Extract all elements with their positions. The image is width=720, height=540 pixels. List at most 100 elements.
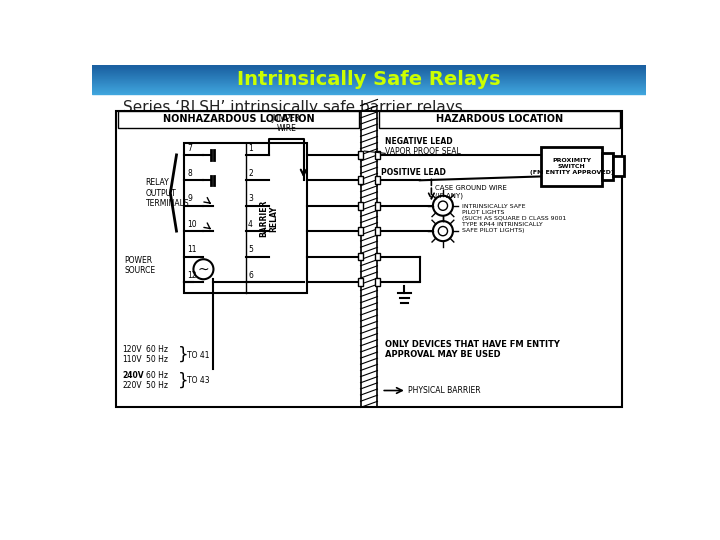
Bar — [613, 157, 624, 177]
Bar — [92, 65, 647, 66]
Text: 60 Hz: 60 Hz — [145, 370, 168, 380]
Text: 10: 10 — [187, 220, 197, 229]
Text: HAZARDOUS LOCATION: HAZARDOUS LOCATION — [436, 114, 563, 125]
Text: 5: 5 — [248, 245, 253, 254]
Text: }: } — [178, 372, 189, 389]
Text: 120V: 120V — [122, 345, 143, 354]
Bar — [92, 91, 647, 92]
Text: 240V: 240V — [122, 370, 144, 380]
Bar — [375, 253, 379, 260]
Bar — [92, 89, 647, 90]
Bar — [92, 78, 647, 79]
Text: 4: 4 — [248, 220, 253, 229]
Bar — [92, 66, 647, 67]
Text: JUMPER
WIRE: JUMPER WIRE — [271, 114, 301, 133]
Bar — [92, 75, 647, 76]
Bar — [375, 202, 379, 210]
Bar — [92, 71, 647, 72]
Bar — [92, 68, 647, 69]
Bar — [118, 111, 359, 128]
Text: 6: 6 — [248, 271, 253, 280]
Bar — [92, 86, 647, 87]
Text: 50 Hz: 50 Hz — [145, 355, 168, 364]
Bar — [375, 177, 379, 184]
Bar — [541, 147, 603, 186]
Circle shape — [438, 201, 448, 211]
Text: BARRIER
RELAY: BARRIER RELAY — [259, 200, 279, 237]
Text: VAPOR PROOF SEAL: VAPOR PROOF SEAL — [385, 146, 461, 156]
Bar — [92, 85, 647, 86]
Bar — [92, 79, 647, 80]
Circle shape — [433, 195, 453, 215]
Text: POWER
SOURCE: POWER SOURCE — [124, 255, 156, 275]
Text: ~: ~ — [197, 262, 210, 276]
Bar — [92, 84, 647, 85]
Text: }: } — [178, 346, 189, 364]
Bar — [92, 88, 647, 89]
Text: 220V: 220V — [122, 381, 143, 390]
Text: 50 Hz: 50 Hz — [145, 381, 168, 390]
Bar — [184, 143, 307, 294]
Bar — [92, 67, 647, 68]
Text: 110V: 110V — [122, 355, 143, 364]
Bar — [92, 64, 647, 65]
Bar — [92, 80, 647, 81]
Text: 3: 3 — [248, 194, 253, 204]
Bar — [375, 151, 379, 159]
Text: 8: 8 — [187, 169, 192, 178]
Text: 60 Hz: 60 Hz — [145, 345, 168, 354]
Bar — [359, 202, 363, 210]
Bar — [92, 84, 647, 85]
Bar — [92, 79, 647, 80]
Bar — [92, 83, 647, 84]
Circle shape — [194, 259, 213, 279]
Bar — [359, 151, 363, 159]
Text: Series ‘RLSH’ intrinsically safe barrier relays: Series ‘RLSH’ intrinsically safe barrier… — [122, 100, 462, 116]
Text: RELAY
OUTPUT
TERMINALS: RELAY OUTPUT TERMINALS — [145, 178, 189, 208]
Bar — [92, 70, 647, 71]
Bar — [92, 91, 647, 92]
Text: 9: 9 — [187, 194, 192, 204]
Bar — [92, 76, 647, 77]
Bar — [92, 78, 647, 79]
Bar — [92, 65, 647, 66]
Bar — [92, 93, 647, 94]
Bar — [92, 92, 647, 93]
Bar — [92, 86, 647, 87]
Text: CASE GROUND WIRE
(IF ANY): CASE GROUND WIRE (IF ANY) — [435, 185, 507, 199]
Bar — [379, 111, 620, 128]
Bar — [92, 90, 647, 91]
Circle shape — [433, 221, 453, 241]
Bar — [92, 90, 647, 91]
Text: 12: 12 — [187, 271, 197, 280]
Bar — [92, 77, 647, 78]
Bar — [92, 72, 647, 73]
Bar — [92, 75, 647, 76]
Text: 7: 7 — [187, 144, 192, 153]
Bar — [359, 227, 363, 235]
Bar — [375, 278, 379, 286]
Bar — [92, 73, 647, 74]
Text: Intrinsically Safe Relays: Intrinsically Safe Relays — [237, 70, 501, 89]
Bar — [92, 71, 647, 72]
Text: 2: 2 — [248, 169, 253, 178]
Bar — [92, 69, 647, 70]
Bar — [359, 278, 363, 286]
Bar — [92, 85, 647, 86]
Bar — [92, 77, 647, 78]
Bar — [92, 81, 647, 82]
Bar — [92, 76, 647, 77]
Bar — [92, 70, 647, 71]
Text: ONLY DEVICES THAT HAVE FM ENTITY
APPROVAL MAY BE USED: ONLY DEVICES THAT HAVE FM ENTITY APPROVA… — [385, 340, 560, 360]
Bar — [359, 177, 363, 184]
Bar — [92, 83, 647, 84]
Bar — [92, 92, 647, 93]
Bar — [92, 82, 647, 83]
Bar — [92, 72, 647, 73]
Text: 11: 11 — [187, 245, 197, 254]
Text: NEGATIVE LEAD: NEGATIVE LEAD — [385, 137, 453, 146]
Bar — [92, 68, 647, 69]
Text: NONHAZARDOUS LOCATION: NONHAZARDOUS LOCATION — [163, 114, 315, 125]
Bar — [92, 87, 647, 88]
Circle shape — [438, 226, 448, 236]
